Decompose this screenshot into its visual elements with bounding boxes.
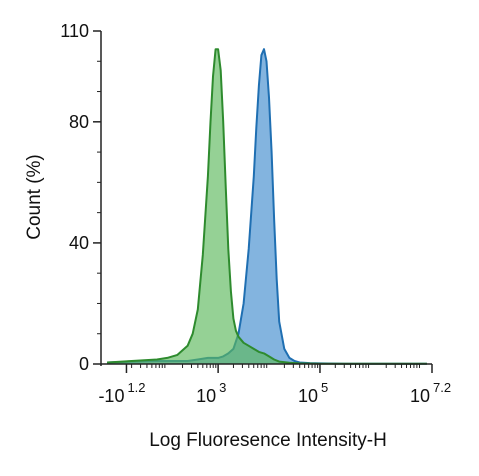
series-2-line — [107, 48, 427, 365]
axes-layer — [93, 30, 433, 373]
x-tick-label-base: 10 — [196, 386, 216, 406]
y-tick-label: 80 — [69, 112, 89, 132]
y-axis-title: Count (%) — [24, 154, 45, 240]
x-tick-label-exponent: 1.2 — [127, 380, 145, 395]
x-tick-label-exponent: 3 — [219, 380, 226, 395]
x-tick-label-base: 10 — [298, 386, 318, 406]
x-axis-title: Log Fluoresence Intensity-H — [149, 430, 387, 451]
x-tick-label-base: 10 — [410, 386, 430, 406]
x-tick-label-exponent: 5 — [321, 380, 328, 395]
y-tick-label: 110 — [60, 21, 89, 41]
series-layer — [107, 48, 427, 365]
series-1-area — [107, 49, 427, 364]
y-tick-label: 40 — [69, 233, 89, 253]
y-tick-label: 0 — [79, 354, 89, 374]
x-tick-label-exponent: 7.2 — [433, 380, 451, 395]
x-tick-label-base: -10 — [98, 386, 124, 406]
